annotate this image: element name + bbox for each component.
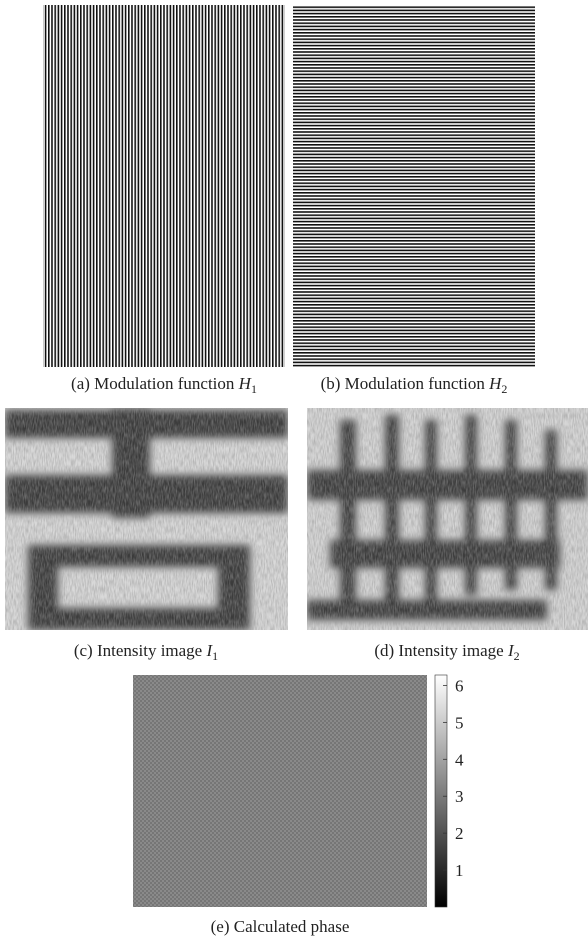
caption-subscript: 1 xyxy=(251,382,257,396)
caption-text: (e) Calculated phase xyxy=(211,917,350,936)
colorbar-tick-label: 4 xyxy=(455,750,464,769)
caption-subscript: 2 xyxy=(501,382,507,396)
modulation-image xyxy=(43,5,285,367)
colorbar-tick-label: 1 xyxy=(455,861,464,880)
intensity-image xyxy=(5,408,288,630)
colorbar-tick-label: 3 xyxy=(455,787,464,806)
caption: (c) Intensity image I1 xyxy=(74,641,218,663)
phase-texture xyxy=(133,675,427,907)
caption-text: (a) Modulation function xyxy=(71,374,239,393)
colorbar-tick-label: 5 xyxy=(455,713,464,732)
caption: (a) Modulation function H1 xyxy=(71,374,257,396)
modulation-image xyxy=(293,5,535,367)
caption-subscript: 1 xyxy=(212,649,218,663)
caption: (b) Modulation function H2 xyxy=(321,374,508,396)
caption-text: (c) Intensity image xyxy=(74,641,207,660)
caption-subscript: 2 xyxy=(514,649,520,663)
caption: (d) Intensity image I2 xyxy=(374,641,519,663)
colorbar xyxy=(435,675,447,907)
colorbar-tick-label: 6 xyxy=(455,676,464,695)
caption-text: (d) Intensity image xyxy=(374,641,508,660)
caption: (e) Calculated phase xyxy=(211,917,350,936)
caption-text: (b) Modulation function xyxy=(321,374,490,393)
figure: 1 2 3 4 5 6 (a) Modulation function H1 (b) Mod… xyxy=(0,0,588,941)
colorbar-tick-label: 2 xyxy=(455,824,464,843)
intensity-image xyxy=(307,408,588,630)
